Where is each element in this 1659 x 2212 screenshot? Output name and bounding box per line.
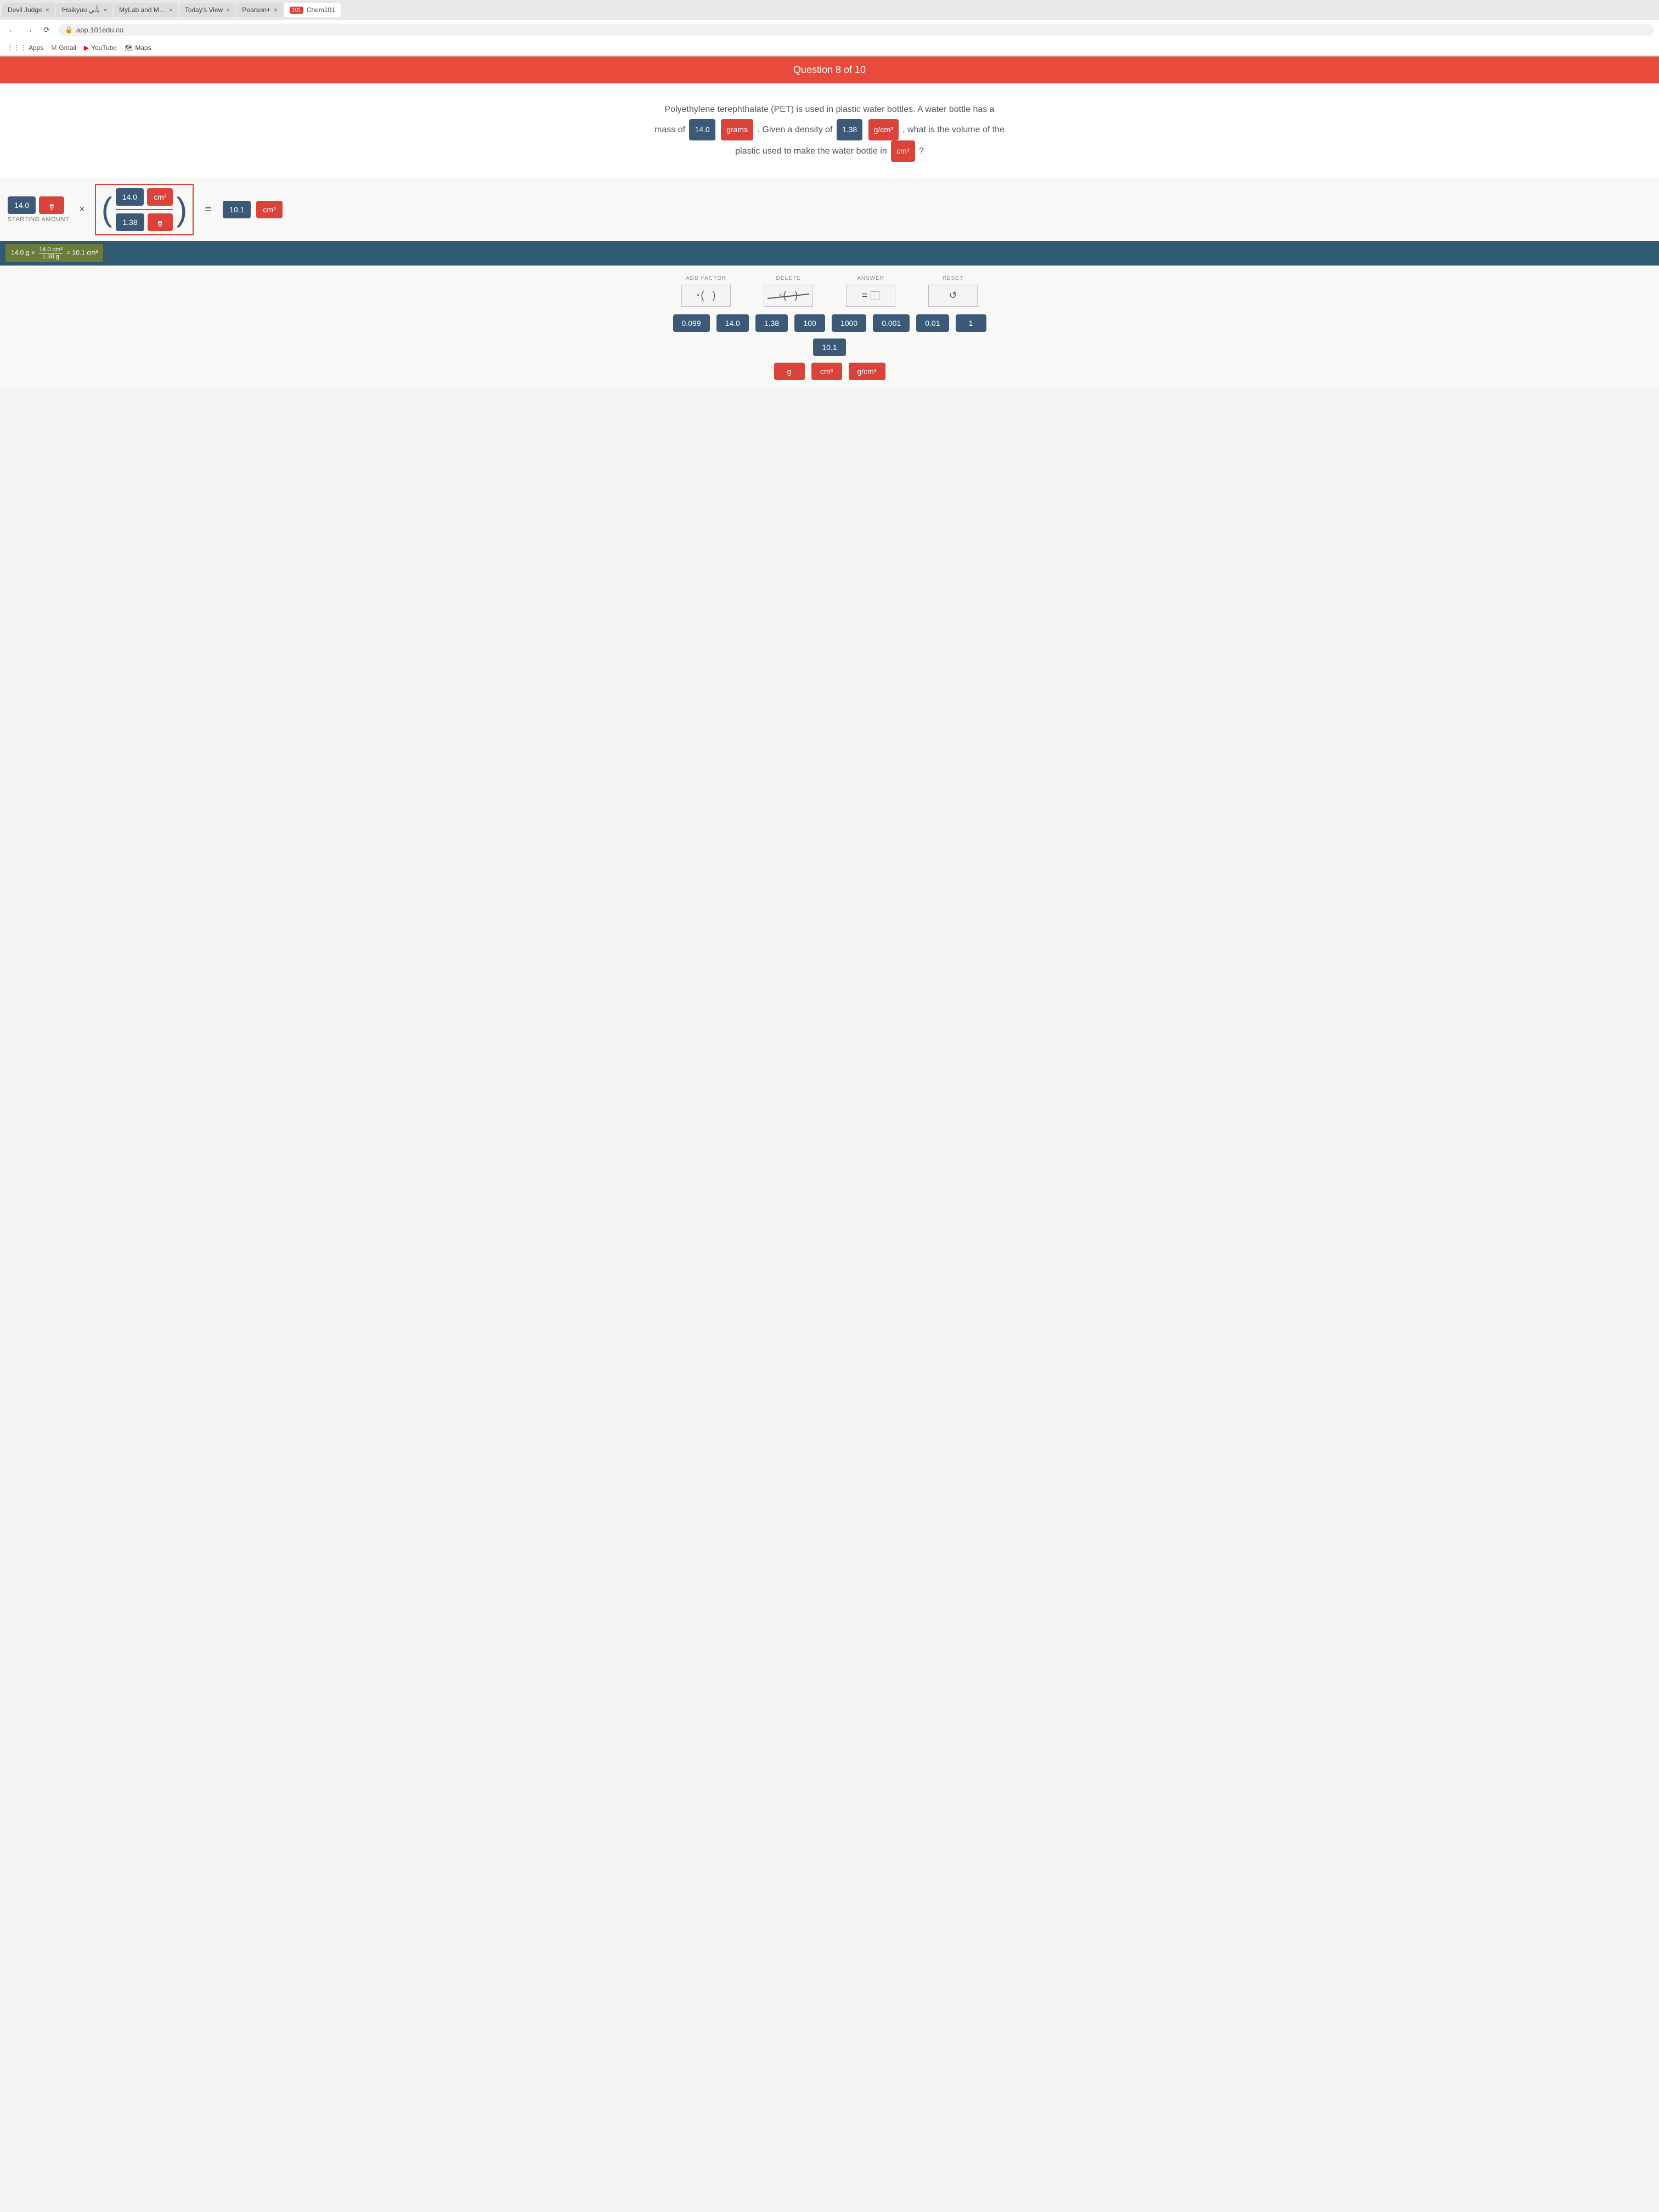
summary-strip: 14.0 g × 14.0 cm³ 1.38 g = 10.1 cm³ — [0, 241, 1659, 266]
volume-unit-pill: cm³ — [891, 140, 915, 162]
controls-panel: ADD FACTOR ×( ) DELETE ×( ) ANSWER = RES… — [0, 266, 1659, 390]
number-tiles-row-1: 0.099 14.0 1.38 100 1000 0.001 0.01 1 — [10, 314, 1649, 332]
gmail-bookmark[interactable]: MGmail — [51, 44, 76, 52]
lock-icon: 🔒 — [65, 26, 73, 33]
delete-button[interactable]: ×( ) — [764, 285, 813, 307]
start-unit-chip[interactable]: g — [39, 196, 64, 214]
browser-tab[interactable]: Pearson+ × — [236, 3, 283, 17]
fraction: 14.0 cm³ 1.38 g — [116, 188, 173, 231]
bookmarks-bar: ⋮⋮⋮Apps MGmail ▶YouTube 🗺Maps — [0, 40, 1659, 56]
number-tile[interactable]: 100 — [794, 314, 825, 332]
unit-tile[interactable]: g/cm³ — [849, 363, 885, 380]
question-body: Polyethylene terephthalate (PET) is used… — [616, 100, 1043, 162]
work-area: 14.0 g STARTING AMOUNT × ( 14.0 cm³ 1.38… — [0, 178, 1659, 241]
close-icon[interactable]: × — [46, 6, 49, 14]
starting-amount-group: 14.0 g STARTING AMOUNT — [8, 196, 69, 223]
number-tile[interactable]: 1 — [956, 314, 986, 332]
answer-button[interactable]: = — [846, 285, 895, 307]
unit-tile[interactable]: cm³ — [811, 363, 842, 380]
numerator-value-chip[interactable]: 14.0 — [116, 188, 144, 206]
tab-label: Devil Judge — [8, 6, 42, 14]
close-icon[interactable]: × — [103, 6, 107, 14]
maps-bookmark[interactable]: 🗺Maps — [125, 44, 151, 52]
browser-tab[interactable]: Today's View × — [179, 3, 235, 17]
add-factor-button[interactable]: ×( ) — [681, 285, 731, 307]
summary-equation: 14.0 g × 14.0 cm³ 1.38 g = 10.1 cm³ — [5, 244, 103, 262]
number-tile[interactable]: 10.1 — [813, 338, 845, 356]
number-tile[interactable]: 0.01 — [916, 314, 949, 332]
tab-label: MyLab and M… — [119, 6, 166, 14]
tab-label: Chem101 — [307, 6, 335, 14]
tab-label: Pearson+ — [242, 6, 270, 14]
forward-button[interactable]: → — [23, 24, 35, 36]
right-paren-icon: ) — [176, 193, 187, 226]
tab-bar: Devil Judge × !Haikyuu يأتي × MyLab and … — [0, 0, 1659, 20]
summary-fraction: 14.0 cm³ 1.38 g — [39, 246, 63, 260]
url-input[interactable]: 🔒 app.101edu.co — [58, 24, 1654, 36]
number-tile[interactable]: 14.0 — [716, 314, 749, 332]
tab-label: !Haikyuu يأتي — [61, 6, 100, 14]
app-root: Question 8 of 10 Polyethylene terephthal… — [0, 57, 1659, 390]
number-tile[interactable]: 0.099 — [673, 314, 710, 332]
apps-bookmark[interactable]: ⋮⋮⋮Apps — [7, 44, 43, 52]
question-header: Question 8 of 10 — [0, 57, 1659, 83]
density-unit-pill: g/cm³ — [868, 119, 899, 140]
delete-label: DELETE — [764, 275, 813, 281]
question-counter: Question 8 of 10 — [793, 64, 866, 75]
conversion-factor-box[interactable]: ( 14.0 cm³ 1.38 g ) — [95, 184, 194, 235]
question-line-3: plastic used to make the water bottle in… — [616, 140, 1043, 162]
mass-unit-pill: grams — [721, 119, 753, 140]
browser-tab[interactable]: Devil Judge × — [2, 3, 55, 17]
left-paren-icon: ( — [101, 193, 112, 226]
denominator-value-chip[interactable]: 1.38 — [116, 213, 144, 231]
url-text: app.101edu.co — [76, 26, 123, 34]
maps-icon: 🗺 — [125, 44, 133, 52]
tab-badge-icon: 101 — [290, 7, 303, 14]
result-group: 10.1 cm³ — [223, 201, 283, 218]
numerator-unit-chip[interactable]: cm³ — [147, 188, 173, 206]
browser-tab[interactable]: MyLab and M… × — [114, 3, 178, 17]
tab-label: Today's View — [185, 6, 223, 14]
number-tile[interactable]: 0.001 — [873, 314, 910, 332]
back-button[interactable]: ← — [5, 24, 18, 36]
question-line-1: Polyethylene terephthalate (PET) is used… — [616, 100, 1043, 119]
mass-value-pill: 14.0 — [689, 119, 715, 140]
fraction-line — [116, 209, 173, 210]
result-value-chip[interactable]: 10.1 — [223, 201, 251, 218]
reload-button[interactable]: ⟳ — [41, 24, 53, 36]
address-bar: ← → ⟳ 🔒 app.101edu.co — [0, 20, 1659, 40]
add-factor-label: ADD FACTOR — [681, 275, 731, 281]
reset-button[interactable]: ↺ — [928, 285, 978, 307]
youtube-bookmark[interactable]: ▶YouTube — [84, 44, 117, 52]
unit-tiles-row: g cm³ g/cm³ — [10, 363, 1649, 380]
question-line-2: mass of 14.0 grams . Given a density of … — [616, 119, 1043, 140]
undo-icon: ↺ — [949, 290, 957, 301]
apps-icon: ⋮⋮⋮ — [7, 44, 26, 52]
density-value-pill: 1.38 — [837, 119, 862, 140]
youtube-icon: ▶ — [84, 44, 89, 52]
browser-tab[interactable]: !Haikyuu يأتي × — [56, 3, 112, 17]
denominator-unit-chip[interactable]: g — [148, 213, 173, 231]
answer-box-icon — [871, 291, 879, 300]
unit-tile[interactable]: g — [774, 363, 805, 380]
action-buttons-row: ADD FACTOR ×( ) DELETE ×( ) ANSWER = RES… — [10, 275, 1649, 307]
browser-tab-active[interactable]: 101 Chem101 — [284, 3, 341, 17]
answer-label: ANSWER — [846, 275, 895, 281]
result-unit-chip[interactable]: cm³ — [256, 201, 282, 218]
browser-chrome: Devil Judge × !Haikyuu يأتي × MyLab and … — [0, 0, 1659, 57]
gmail-icon: M — [51, 44, 57, 52]
close-icon[interactable]: × — [226, 6, 230, 14]
times-symbol: × — [77, 204, 87, 215]
number-tile[interactable]: 1000 — [832, 314, 866, 332]
close-icon[interactable]: × — [169, 6, 173, 14]
number-tiles-row-2: 10.1 — [10, 338, 1649, 356]
close-icon[interactable]: × — [274, 6, 278, 14]
equals-symbol: = — [201, 202, 215, 217]
number-tile[interactable]: 1.38 — [755, 314, 788, 332]
starting-amount-label: STARTING AMOUNT — [8, 216, 69, 223]
reset-label: RESET — [928, 275, 978, 281]
start-value-chip[interactable]: 14.0 — [8, 196, 36, 214]
